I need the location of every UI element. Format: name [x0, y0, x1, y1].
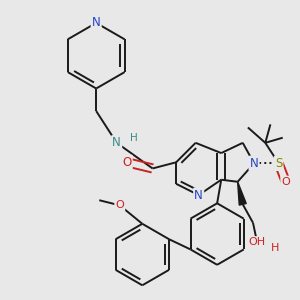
Text: O: O [281, 177, 290, 187]
Polygon shape [238, 182, 246, 205]
Text: N: N [250, 157, 258, 170]
Text: N: N [92, 16, 100, 29]
Text: O: O [116, 200, 124, 210]
Text: H: H [130, 133, 138, 143]
Text: N: N [194, 189, 203, 202]
Text: N: N [112, 136, 121, 149]
Text: O: O [122, 156, 132, 169]
Text: H: H [272, 243, 280, 254]
Text: S: S [275, 157, 282, 170]
Text: OH: OH [248, 237, 266, 247]
